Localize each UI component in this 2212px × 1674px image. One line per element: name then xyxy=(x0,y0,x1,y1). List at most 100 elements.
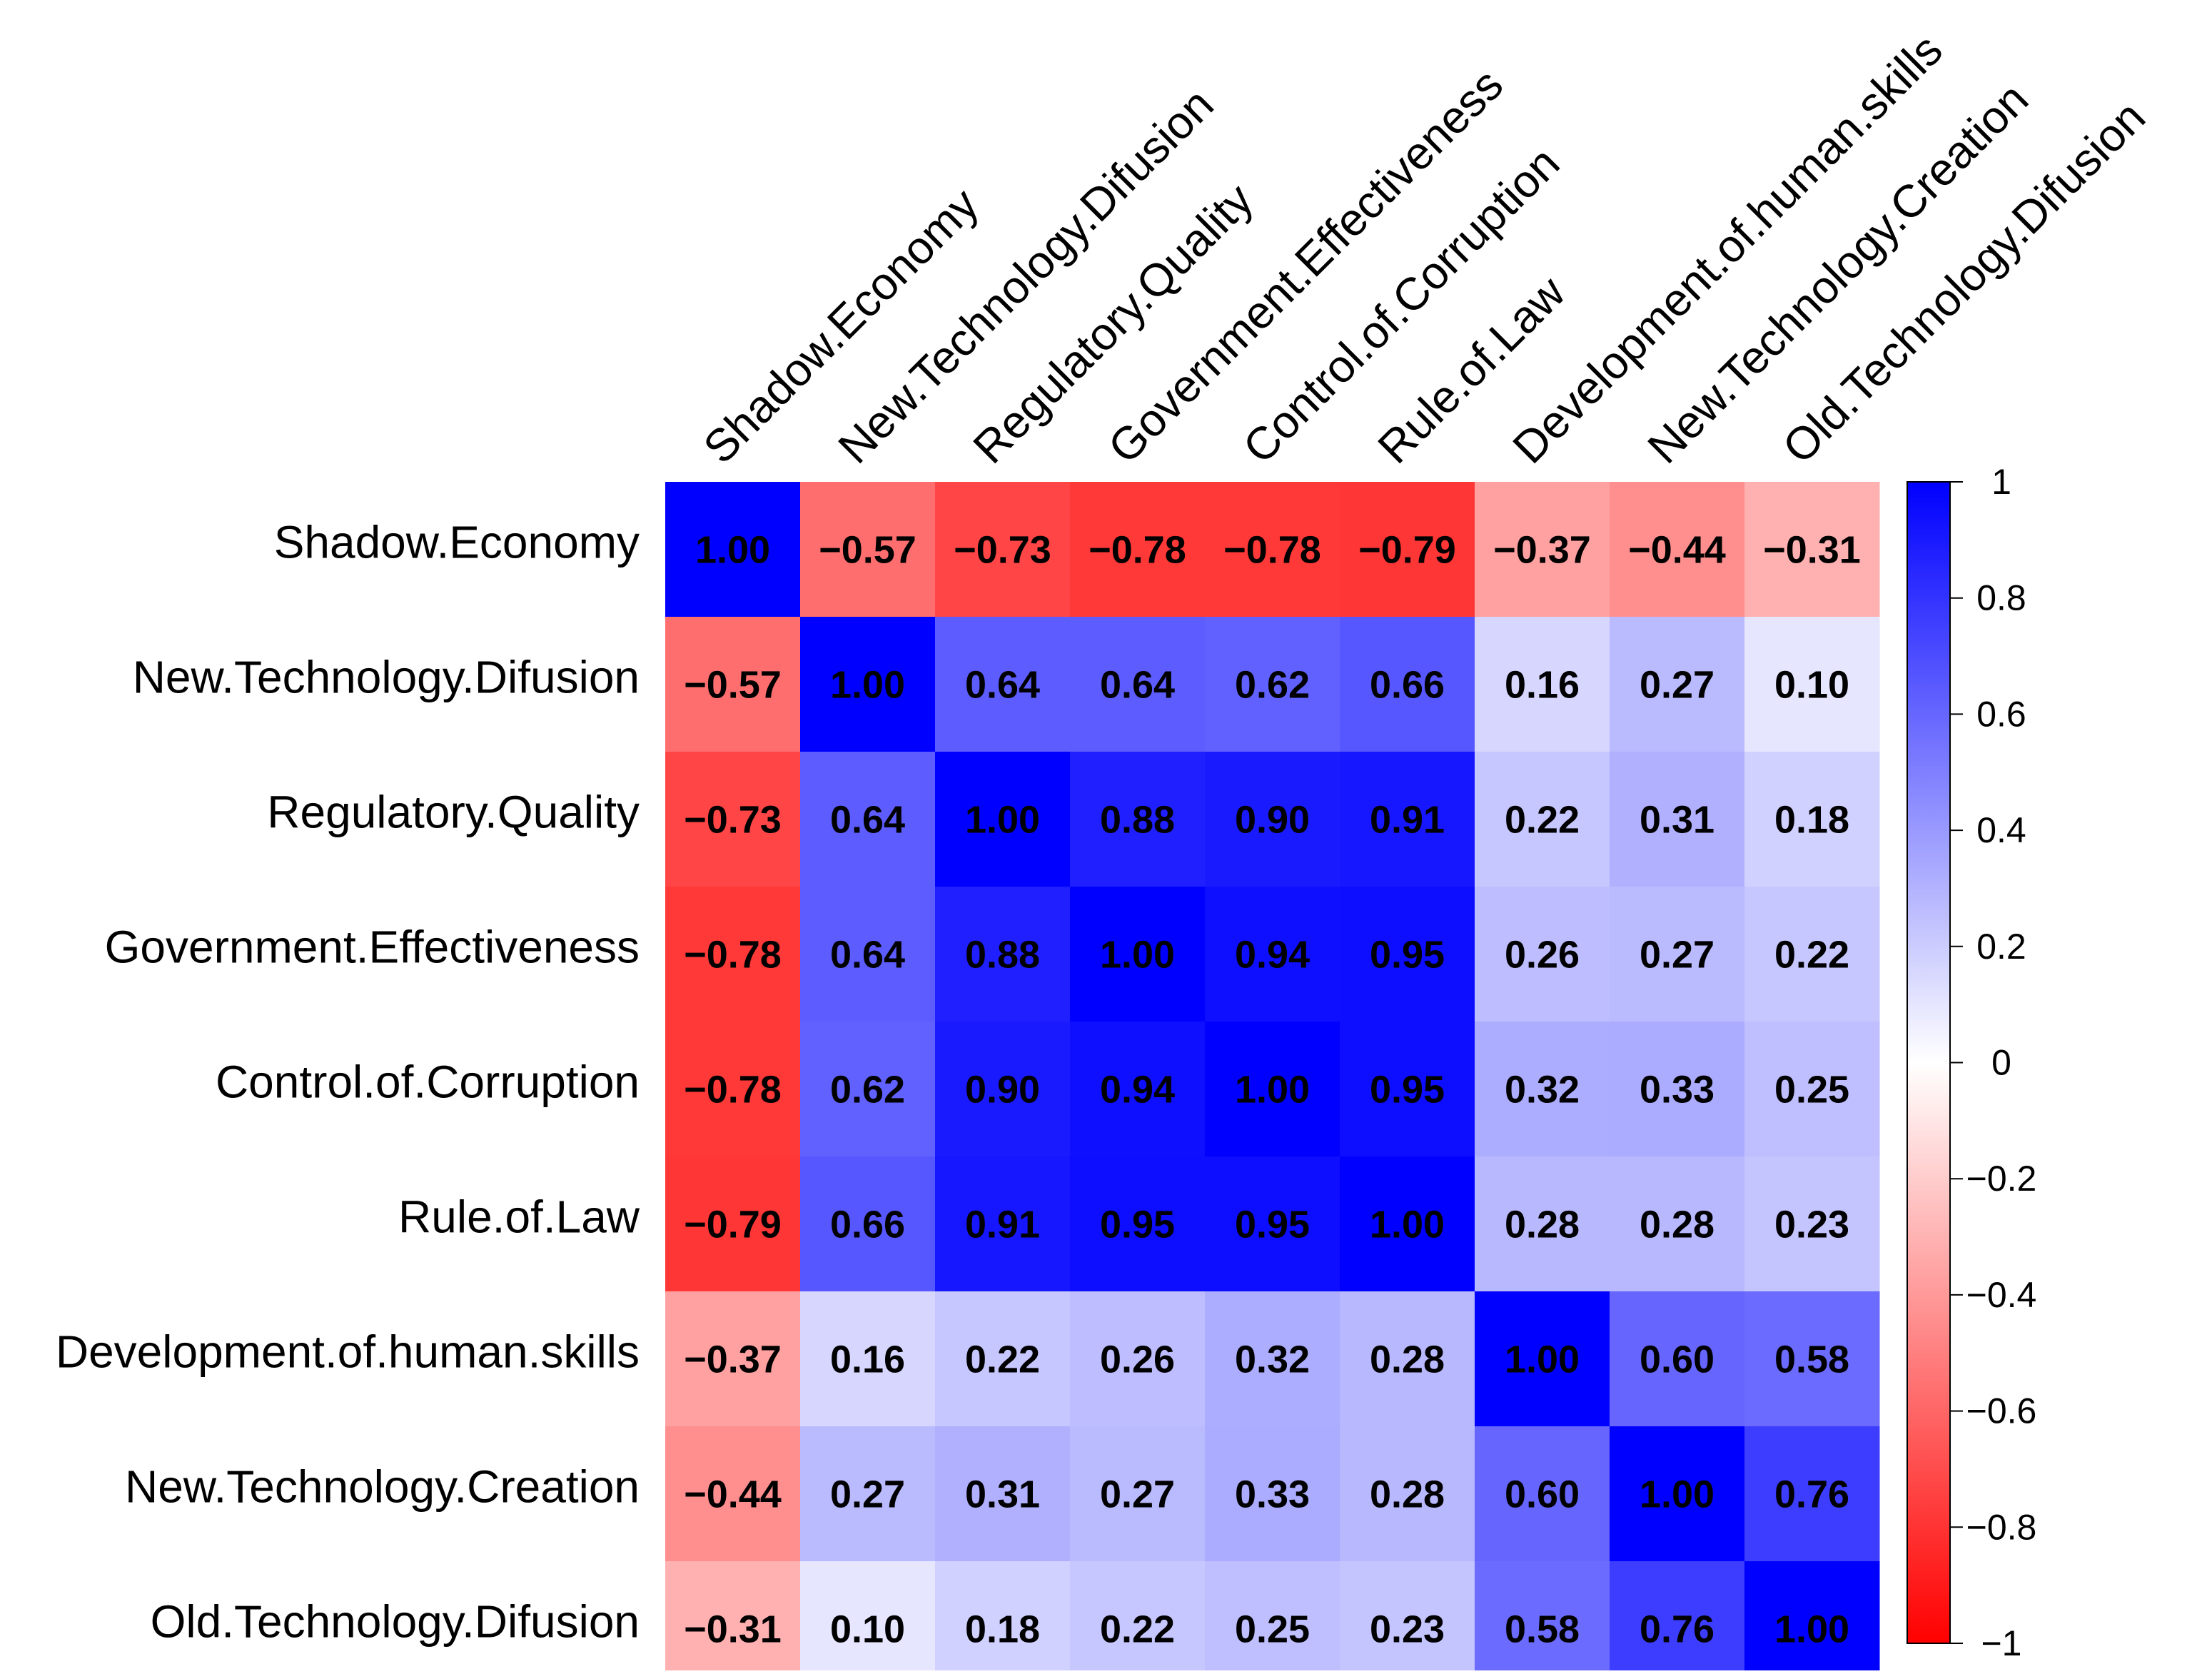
heatmap-cell xyxy=(1744,887,1880,1022)
cell-value-label: 0.58 xyxy=(1774,1338,1849,1381)
row-label: Development.of.human.skills xyxy=(56,1326,640,1378)
heatmap-cell xyxy=(1340,617,1475,752)
cell-value-label: 0.18 xyxy=(1774,799,1849,842)
heatmap-cell xyxy=(1744,1022,1880,1157)
cell-value-label: −0.78 xyxy=(1089,529,1186,572)
cell-value-label: 0.10 xyxy=(830,1608,905,1651)
heatmap-cell xyxy=(935,1426,1071,1562)
cell-value-label: 0.88 xyxy=(1100,799,1175,842)
heatmap-cell xyxy=(800,1022,936,1157)
heatmap-cell xyxy=(1744,1156,1880,1292)
colorbar-tick-label: −1 xyxy=(1981,1623,2021,1663)
cell-value-label: 0.27 xyxy=(1100,1473,1175,1516)
heatmap-cell xyxy=(935,617,1071,752)
heatmap-cell xyxy=(1070,482,1206,617)
heatmap-cell xyxy=(935,482,1071,617)
heatmap-cell xyxy=(1475,887,1610,1022)
heatmap-cell xyxy=(1070,1426,1206,1562)
heatmap-cell xyxy=(1070,617,1206,752)
cell-value-label: −0.73 xyxy=(954,529,1051,572)
heatmap-cell xyxy=(800,617,936,752)
heatmap-cell xyxy=(1610,752,1745,887)
cell-value-label: 0.58 xyxy=(1505,1608,1580,1651)
heatmap-cell xyxy=(1475,752,1610,887)
colorbar-tick-label: −0.2 xyxy=(1966,1159,2037,1199)
heatmap-cell xyxy=(1475,482,1610,617)
colorbar-tick-label: −0.8 xyxy=(1966,1507,2037,1547)
heatmap-cell xyxy=(800,1426,936,1562)
heatmap-cell xyxy=(1205,1561,1340,1674)
colorbar-tick-label: 0.2 xyxy=(1976,927,2026,967)
cell-value-label: 0.94 xyxy=(1100,1069,1175,1111)
cell-value-label: −0.44 xyxy=(684,1473,782,1516)
cell-value-label: −0.78 xyxy=(684,1069,782,1111)
cell-value-label: 0.32 xyxy=(1505,1069,1580,1111)
cell-value-label: −0.44 xyxy=(1628,529,1726,572)
cell-value-label: 0.64 xyxy=(830,799,905,842)
heatmap-cell xyxy=(1744,1426,1880,1562)
cell-value-label: −0.31 xyxy=(684,1608,782,1651)
cell-value-label: 0.62 xyxy=(1235,664,1310,707)
heatmap-cell xyxy=(1744,617,1880,752)
heatmap-cell xyxy=(1205,887,1340,1022)
cell-value-label: 0.95 xyxy=(1370,1069,1445,1111)
cell-value-label: 0.62 xyxy=(830,1069,905,1111)
cell-value-label: 0.27 xyxy=(1640,934,1714,977)
cell-value-label: 0.18 xyxy=(965,1608,1040,1651)
row-label: Regulatory.Quality xyxy=(267,787,640,838)
cell-value-label: −0.79 xyxy=(1358,529,1456,572)
cell-value-label: 0.91 xyxy=(1370,799,1445,842)
cell-value-label: 0.64 xyxy=(965,664,1040,707)
heatmap-cell xyxy=(665,1156,801,1292)
heatmap-cell xyxy=(1070,752,1206,887)
cell-value-label: 0.28 xyxy=(1640,1204,1714,1246)
column-labels: Shadow.EconomyNew.Technology.DifusionReg… xyxy=(693,24,2155,473)
heatmap-cell xyxy=(1744,1561,1880,1674)
heatmap-cell xyxy=(1205,1156,1340,1292)
cell-value-label: 1.00 xyxy=(965,799,1040,842)
cell-value-label: 0.88 xyxy=(965,934,1040,977)
heatmap-cell xyxy=(1205,482,1340,617)
heatmap-cell xyxy=(935,1561,1071,1674)
heatmap-cell xyxy=(935,1022,1071,1157)
cell-value-label: 0.16 xyxy=(1505,664,1580,707)
heatmap-cell xyxy=(1610,1561,1745,1674)
cell-value-label: 0.32 xyxy=(1235,1338,1310,1381)
heatmap-cell xyxy=(800,1156,936,1292)
heatmap-cell xyxy=(1340,482,1475,617)
cell-value-label: 0.66 xyxy=(830,1204,905,1246)
heatmap-cell xyxy=(665,752,801,887)
cell-value-label: 0.27 xyxy=(830,1473,905,1516)
cell-value-label: 1.00 xyxy=(695,529,770,572)
row-label: Control.of.Corruption xyxy=(216,1057,640,1108)
heatmap-cell xyxy=(1475,1291,1610,1427)
cell-value-label: 0.95 xyxy=(1235,1204,1310,1246)
heatmap-cells xyxy=(665,482,1880,1674)
cell-value-label: 0.22 xyxy=(1100,1608,1175,1651)
heatmap-cell xyxy=(800,1561,936,1674)
cell-value-label: 0.76 xyxy=(1774,1473,1849,1516)
cell-value-label: −0.79 xyxy=(684,1204,782,1246)
heatmap-cell xyxy=(665,1561,801,1674)
heatmap-cell xyxy=(1744,482,1880,617)
heatmap-cell xyxy=(1070,1291,1206,1427)
cell-value-label: 0.91 xyxy=(965,1204,1040,1246)
cell-value-label: 0.64 xyxy=(1100,664,1175,707)
cell-value-label: 0.27 xyxy=(1640,664,1714,707)
cell-value-label: 1.00 xyxy=(1640,1473,1714,1516)
colorbar-tick-label: 0.4 xyxy=(1976,810,2026,850)
cell-value-label: 0.28 xyxy=(1370,1473,1445,1516)
heatmap-cell xyxy=(1205,1022,1340,1157)
row-label: Shadow.Economy xyxy=(274,517,640,568)
heatmap-cell xyxy=(1340,1022,1475,1157)
row-label: Government.Effectiveness xyxy=(105,922,640,973)
heatmap-cell xyxy=(665,1022,801,1157)
heatmap-values: 1.00 −0.57 −0.73 −0.78 −0.78 −0.79 −0.37 −0.44−… xyxy=(684,529,1861,1651)
cell-value-label: 0.64 xyxy=(830,934,905,977)
heatmap-cell xyxy=(800,482,936,617)
cell-value-label: 0.22 xyxy=(1774,934,1849,977)
heatmap-cell xyxy=(1610,1426,1745,1562)
heatmap-cell xyxy=(1610,1156,1745,1292)
cell-value-label: 0.60 xyxy=(1640,1338,1714,1381)
